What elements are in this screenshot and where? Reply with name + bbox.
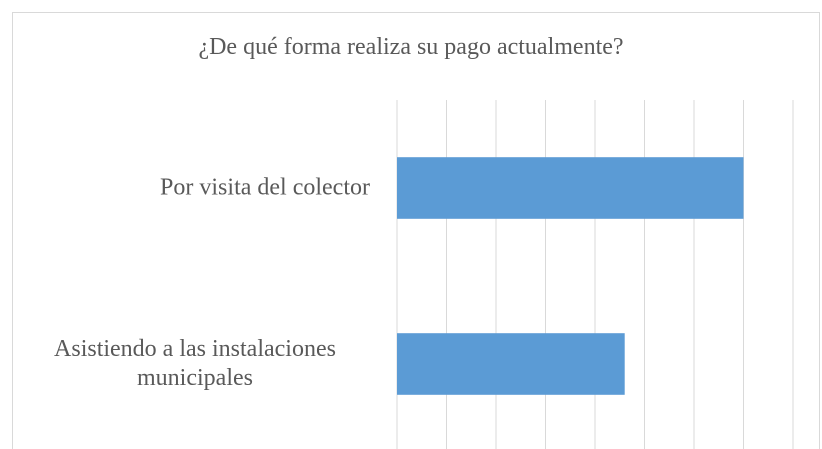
bar bbox=[397, 157, 744, 219]
chart-frame bbox=[12, 12, 820, 449]
chart-title: ¿De qué forma realiza su pago actualment… bbox=[198, 34, 624, 60]
y-tick-label: Asistiendo a las instalaciones municipal… bbox=[54, 336, 336, 391]
y-tick-label: Por visita del colector bbox=[160, 174, 370, 201]
bar bbox=[397, 333, 625, 395]
